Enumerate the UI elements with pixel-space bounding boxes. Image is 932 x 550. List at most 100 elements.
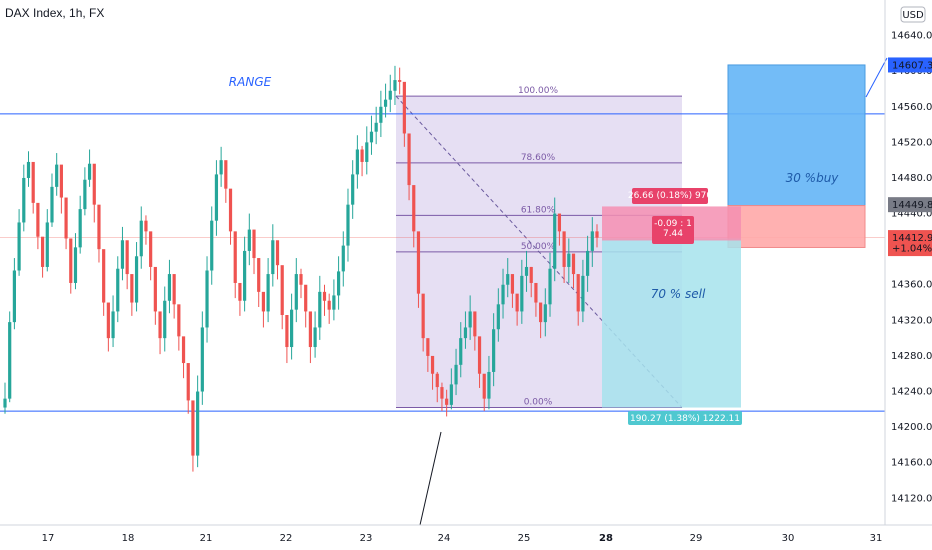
candle-body (69, 238, 73, 283)
candle-body (332, 295, 336, 310)
trend-annotation-line (419, 431, 442, 526)
candle-body (120, 240, 125, 269)
candle-body (393, 80, 397, 91)
price-tick-label: 14640.00 (891, 31, 932, 42)
price-tag-text: 14607.32 (892, 60, 932, 71)
price-tick-label: 14440.00 (891, 209, 932, 220)
candle-body (92, 163, 96, 205)
price-tick-label: 14480.00 (891, 173, 932, 184)
candle-body (102, 249, 106, 303)
annotations (419, 57, 888, 526)
buy-stop-zone (727, 205, 866, 248)
time-tick-label: 23 (360, 533, 373, 544)
sell-stop-tag-text: 26.66 (0.18%) 970 (628, 191, 713, 201)
candle-body (8, 322, 12, 399)
price-tick-label: 14120.00 (891, 493, 932, 504)
candle-body (111, 311, 115, 339)
candle-body (402, 81, 406, 134)
time-tick-label: 21 (200, 533, 213, 544)
candle-body (252, 229, 256, 259)
candle-body (529, 266, 533, 283)
positions[interactable]: 26.66 (0.18%) 970 -0.09 : 17.44 190.27 (1.… (602, 64, 866, 425)
candle-body (524, 266, 529, 276)
candle-body (139, 220, 143, 257)
candle-body (463, 327, 468, 339)
candle-body (233, 231, 237, 283)
candle-body (116, 268, 120, 312)
candle-body (266, 274, 270, 312)
candle-body (543, 304, 547, 323)
candle-body (398, 80, 402, 82)
candle-body (228, 188, 233, 232)
price-tag-text: 14449.85 (892, 200, 932, 211)
sell-target-tag-text: 190.27 (1.38%) 1222.11 (630, 414, 740, 424)
sell-ratio-tag-bg (652, 216, 694, 244)
sell-target-tag-bg (628, 411, 742, 425)
fib-level-label: 100.00% (518, 86, 558, 96)
fib-level-label: 78.60% (521, 153, 556, 163)
candle-body (595, 231, 599, 238)
candle-body (586, 250, 590, 276)
candle-body (31, 161, 35, 203)
price-tick-label: 14520.00 (891, 137, 932, 148)
time-tick-label: 30 (782, 533, 795, 544)
candle-body (383, 99, 388, 107)
candle-body (181, 336, 186, 364)
price-tick-label: 14160.00 (891, 458, 932, 469)
candle-body (341, 245, 345, 272)
price-axis[interactable]: 14120.00 14160.00 14200.00 14240.00 14280.00… (891, 31, 932, 505)
candle-body (50, 186, 54, 223)
price-tag-bg (888, 197, 932, 213)
price-tick-label: 14360.00 (891, 280, 932, 291)
candle-body (590, 231, 594, 251)
candle-body (106, 302, 110, 339)
candle-body (510, 274, 515, 294)
candle-body (214, 174, 219, 221)
currency-label: USD (902, 10, 924, 21)
sell-ratio-tag-text: -0.09 : 1 (654, 219, 692, 229)
fib-level-label: 50.00% (521, 242, 556, 252)
price-tag-bg (888, 230, 932, 257)
time-tick-label: 31 (870, 533, 883, 544)
currency-badge[interactable] (900, 6, 926, 23)
candle-body (12, 270, 16, 323)
time-tick-label: 24 (438, 533, 451, 544)
candle-body (374, 122, 378, 132)
candle-body (379, 106, 383, 123)
candle-body (290, 309, 294, 348)
candle-body (224, 160, 228, 189)
candle-body (210, 220, 214, 271)
candle-body (487, 371, 491, 399)
candle-body (562, 231, 566, 267)
price-tag-subtext: +1.04% (892, 244, 932, 255)
candle-body (191, 400, 195, 456)
candle-body (440, 387, 444, 399)
candle-body (322, 291, 327, 301)
candle-body (351, 174, 355, 205)
candle-body (515, 293, 519, 312)
candles (3, 65, 599, 472)
candle-body (257, 258, 261, 292)
time-axis[interactable]: 17 18 21 22 23 24 25 28 29 30 31 (42, 533, 883, 544)
candle-body (407, 133, 411, 186)
candle-body (294, 274, 298, 310)
candle-body (158, 311, 162, 339)
candle-body (36, 202, 40, 237)
candle-body (87, 163, 92, 180)
price-tick-label: 14320.00 (891, 315, 932, 326)
buy-position-label: 30 %buy (786, 171, 840, 185)
candle-body (539, 302, 543, 323)
candle-body (365, 142, 369, 162)
candle-body (412, 185, 416, 232)
price-tick-label: 14280.00 (891, 351, 932, 362)
chart-title: DAX Index, 1h, FX (5, 6, 105, 20)
candle-body (581, 275, 585, 312)
candle-body (477, 336, 482, 374)
candle-body (149, 231, 153, 267)
candle-body (571, 253, 576, 275)
candle-body (336, 271, 341, 296)
candle-body (130, 274, 134, 303)
candle-body (360, 149, 364, 162)
candle-body (243, 250, 247, 301)
